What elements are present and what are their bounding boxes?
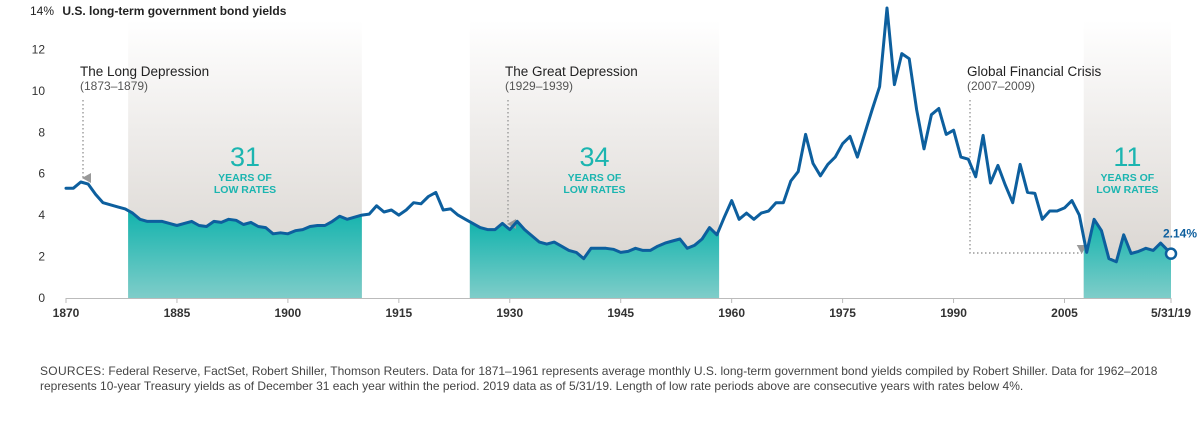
y-tick-label: 4 — [38, 208, 45, 222]
band-label-line2: LOW RATES — [563, 184, 625, 196]
axes: 1870 1885 1900 1915 1930 1945 1960 1975 1990 2005… — [32, 42, 1192, 320]
annotations: The Long Depression(1873–1879) The Great … — [80, 64, 1102, 254]
low-rate-band-fill — [128, 210, 362, 298]
low-rate-band-fill — [1083, 219, 1171, 298]
annotation-subtitle: (1929–1939) — [505, 79, 573, 93]
yield-line — [64, 6, 1173, 264]
x-tick-label: 1945 — [607, 306, 634, 320]
x-tick-label: 1885 — [164, 306, 191, 320]
footnote-text: Federal Reserve, FactSet, Robert Shiller… — [40, 364, 1158, 393]
x-tick-label: 2005 — [1051, 306, 1078, 320]
sources-label: SOURCES: — [40, 364, 106, 378]
series-line: 2.14% — [64, 6, 1197, 264]
footnote: SOURCES: Federal Reserve, FactSet, Rober… — [40, 364, 1190, 394]
low-rate-band-fills — [128, 210, 1171, 298]
annotation-subtitle: (1873–1879) — [80, 79, 148, 93]
band-label-line2: LOW RATES — [214, 184, 276, 196]
x-tick-label: 1930 — [496, 306, 523, 320]
annotation-title: The Great Depression — [505, 64, 638, 79]
end-point-marker — [1164, 247, 1178, 260]
band-years-count: 34 — [579, 142, 609, 172]
end-value-label: 2.14% — [1163, 227, 1197, 241]
band-label-line1: YEARS OF — [568, 172, 622, 184]
annotation-arrow — [969, 100, 1087, 254]
bond-yield-chart: 1870 1885 1900 1915 1930 1945 1960 1975 1990 2005… — [30, 4, 1197, 320]
y-tick-label: 12 — [32, 42, 46, 56]
band-label-line2: LOW RATES — [1096, 184, 1158, 196]
chart-title-axis-top: 14% U.S. long-term government bond yield… — [30, 4, 287, 18]
x-tick-label: 1975 — [829, 306, 856, 320]
y-tick-label: 6 — [38, 167, 45, 181]
x-tick-label: 1990 — [940, 306, 967, 320]
y-tick-label: 8 — [38, 125, 45, 139]
chart-title: U.S. long-term government bond yields — [62, 4, 286, 18]
x-tick-label: 1960 — [718, 306, 745, 320]
annotation-subtitle: (2007–2009) — [967, 79, 1035, 93]
annotation-title: Global Financial Crisis — [967, 64, 1102, 79]
band-years-count: 31 — [230, 142, 260, 172]
x-tick-label: 5/31/19 — [1151, 306, 1191, 320]
band-label-line1: YEARS OF — [1101, 172, 1155, 184]
band-years-count: 11 — [1113, 142, 1141, 172]
y-axis-top-label: 14% — [30, 4, 54, 18]
y-tick-label: 10 — [32, 84, 46, 98]
y-tick-label: 2 — [38, 250, 45, 264]
x-tick-label: 1915 — [385, 306, 412, 320]
low-rate-band-fill — [469, 221, 720, 298]
y-tick-label: 0 — [38, 291, 45, 305]
annotation-title: The Long Depression — [80, 64, 209, 79]
band-label-line1: YEARS OF — [218, 172, 272, 184]
x-tick-label: 1870 — [53, 306, 80, 320]
x-tick-label: 1900 — [275, 306, 302, 320]
